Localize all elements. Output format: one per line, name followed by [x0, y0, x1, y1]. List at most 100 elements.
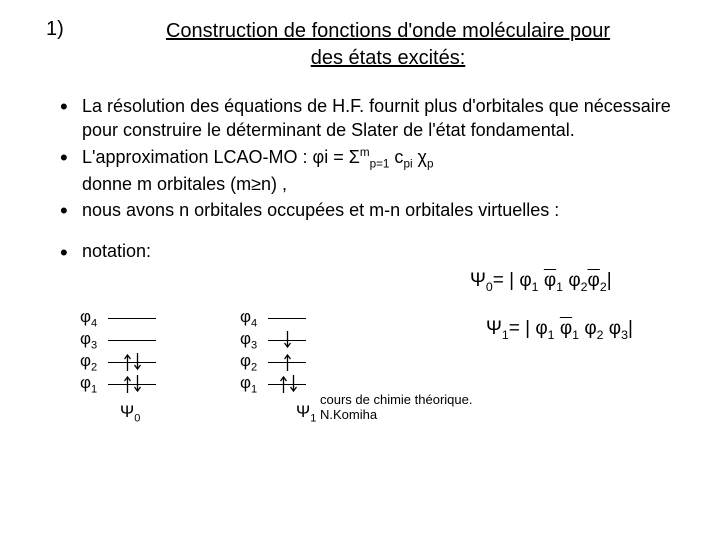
psi0-below-label: Ψ0: [120, 402, 200, 424]
bullet-1: La résolution des équations de H.F. four…: [60, 94, 680, 143]
b2-chi: χ: [413, 147, 427, 167]
spin-up-icon: [284, 353, 291, 371]
line-phi4-b: [268, 318, 306, 319]
phi3s: 3: [621, 327, 628, 341]
level-phi2: φ2: [80, 352, 200, 374]
diagrams-area: φ4 φ3 φ2: [60, 268, 680, 438]
phi-sym: φ: [80, 373, 91, 392]
line-phi3-b: [268, 340, 306, 341]
b2-eq: = Σ: [328, 147, 360, 167]
psi0-sub: 0: [134, 412, 140, 424]
spin-down-icon: [134, 375, 141, 393]
phi1sb2: 1: [572, 327, 579, 341]
bullet-3-text: nous avons n orbitales occupées et m-n o…: [82, 200, 559, 220]
notation-label: notation:: [60, 241, 680, 262]
sum-sup: m: [360, 146, 370, 159]
phi-sym: φ: [568, 270, 580, 291]
footer-line1: cours de chimie théorique.: [320, 392, 472, 407]
bullet-2: L'approximation LCAO-MO : φi = Σmp=1 cpi…: [60, 145, 680, 197]
psi0-equation: Ψ0= | φ1 φ1 φ2φ2|: [470, 270, 612, 294]
spin-down-icon: [290, 375, 297, 393]
psi0-eq-mid: = | φ: [493, 270, 532, 291]
psi0-eq-sub: 0: [486, 279, 493, 293]
phi-sym: φ: [560, 318, 572, 339]
line-phi1-b: [268, 384, 306, 385]
b2-c: c: [389, 147, 403, 167]
footer: cours de chimie théorique. N.Komiha: [320, 392, 472, 423]
phi1s2: 1: [548, 327, 555, 341]
phi3-sub-b: 3: [251, 340, 257, 352]
phi1-sub: 1: [91, 384, 97, 396]
title-line1: Construction de fonctions d'onde molécul…: [166, 20, 610, 42]
level-phi4: φ4: [80, 308, 200, 330]
end-bar: |: [628, 318, 633, 339]
title-line2: des états excités:: [311, 47, 466, 69]
c-sub: pi: [403, 157, 412, 170]
psi-sym: Ψ: [486, 318, 502, 339]
phi-sym: φ: [240, 329, 251, 348]
phi4-sub-b: 4: [251, 318, 257, 330]
psi1-sub: 1: [310, 412, 316, 424]
spin-up-icon: [124, 353, 131, 371]
label-phi1-b: φ1: [240, 373, 268, 395]
phi-i: φi: [313, 147, 329, 167]
phi1-bar-2: φ: [560, 318, 572, 339]
psi1-eq-mid: = | φ: [509, 318, 548, 339]
phi1s: 1: [532, 279, 539, 293]
line-phi2-b: [268, 362, 306, 363]
level-phi3: φ3: [80, 330, 200, 352]
phi2s: 2: [581, 279, 588, 293]
phi1-bar: φ: [544, 270, 556, 291]
phi-sym: φ: [544, 270, 556, 291]
phi-sym: φ: [240, 351, 251, 370]
label-phi3-b: φ3: [240, 329, 268, 351]
diagram-psi0: φ4 φ3 φ2: [80, 308, 200, 424]
end-bar: |: [607, 270, 612, 291]
phi4-sub: 4: [91, 318, 97, 330]
spin-up-icon: [124, 375, 131, 393]
notation-section: notation: φ4 φ3 φ2: [40, 241, 680, 438]
chi-sub: p: [427, 157, 434, 170]
bullet-3: nous avons n orbitales occupées et m-n o…: [60, 198, 680, 222]
label-phi1: φ1: [80, 373, 108, 395]
phi2s2: 2: [597, 327, 604, 341]
phi-sym: φ: [80, 307, 91, 326]
phi-sym: φ: [240, 307, 251, 326]
level-phi3-b: φ3: [240, 330, 360, 352]
phi-sym: φ: [80, 351, 91, 370]
psi-sym: Ψ: [296, 402, 310, 421]
bullet-2-line2: donne m orbitales (m≥n) ,: [82, 174, 287, 194]
phi1sb: 1: [556, 279, 563, 293]
bullet-1-text: La résolution des équations de H.F. four…: [82, 96, 671, 140]
phi2sb: 2: [600, 279, 607, 293]
psi-sym: Ψ: [120, 402, 134, 421]
spin-up-icon: [280, 375, 287, 393]
psi1-eq-sub: 1: [502, 327, 509, 341]
psi-sym: Ψ: [470, 270, 486, 291]
level-phi1: φ1: [80, 374, 200, 396]
phi-sym: φ: [240, 373, 251, 392]
phi3-sub: 3: [91, 340, 97, 352]
header: 1) Construction de fonctions d'onde molé…: [40, 18, 680, 72]
spin-down-icon: [134, 353, 141, 371]
psi1-equation: Ψ1= | φ1 φ1 φ2 φ3|: [486, 318, 633, 342]
phi-sym: φ: [584, 318, 596, 339]
sum-sub: p=1: [370, 157, 390, 170]
line-phi3: [108, 340, 156, 341]
phi2-bar: φ: [588, 270, 600, 291]
phi2-sub-b: 2: [251, 362, 257, 374]
bullet-list: La résolution des équations de H.F. four…: [40, 94, 680, 223]
phi1-sub-b: 1: [251, 384, 257, 396]
phi-sym: φ: [80, 329, 91, 348]
line-phi4: [108, 318, 156, 319]
footer-line2: N.Komiha: [320, 407, 377, 422]
phi-sym: φ: [609, 318, 621, 339]
phi-sym: φ: [588, 270, 600, 291]
line-phi2: [108, 362, 156, 363]
line-phi1: [108, 384, 156, 385]
phi2-sub: 2: [91, 362, 97, 374]
spin-down-icon: [284, 331, 291, 349]
level-phi2-b: φ2: [240, 352, 360, 374]
label-phi4-b: φ4: [240, 307, 268, 329]
slide-root: 1) Construction de fonctions d'onde molé…: [0, 0, 720, 438]
